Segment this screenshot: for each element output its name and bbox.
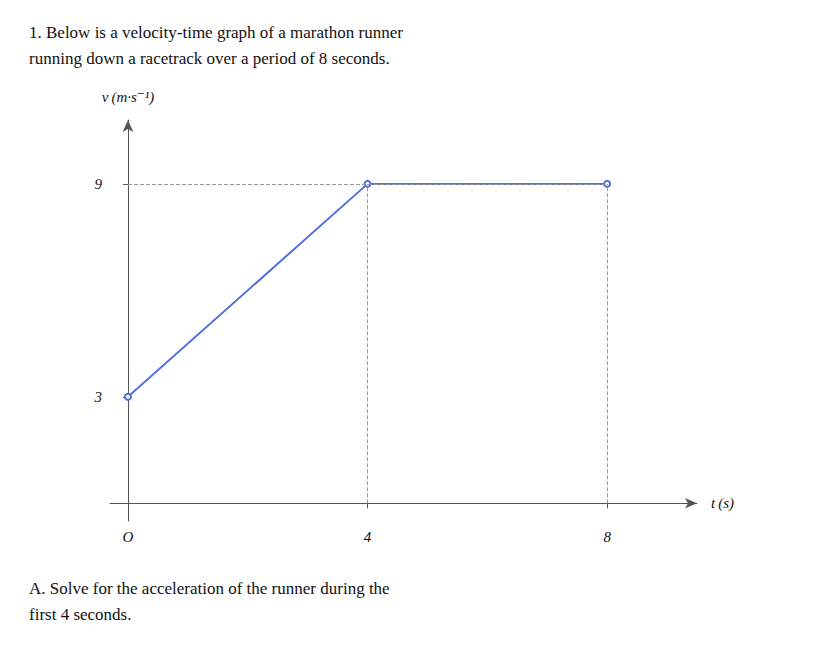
svg-text:1. Below is a velocity-time gr: 1. Below is a velocity-time graph of a m… <box>29 23 403 42</box>
svg-text:A. Solve for the acceleration: A. Solve for the acceleration of the run… <box>29 579 390 598</box>
svg-text:8: 8 <box>603 529 611 545</box>
svg-text:running down a racetrack over: running down a racetrack over a period o… <box>29 49 390 68</box>
svg-text:first 4 seconds.: first 4 seconds. <box>29 605 131 624</box>
svg-text:4: 4 <box>364 529 372 545</box>
svg-text:9: 9 <box>95 176 103 192</box>
svg-text:t (s): t (s) <box>711 495 734 512</box>
svg-text:O: O <box>123 529 134 545</box>
svg-text:3: 3 <box>94 389 103 405</box>
svg-text:v (m·s⁻¹): v (m·s⁻¹) <box>102 89 154 106</box>
